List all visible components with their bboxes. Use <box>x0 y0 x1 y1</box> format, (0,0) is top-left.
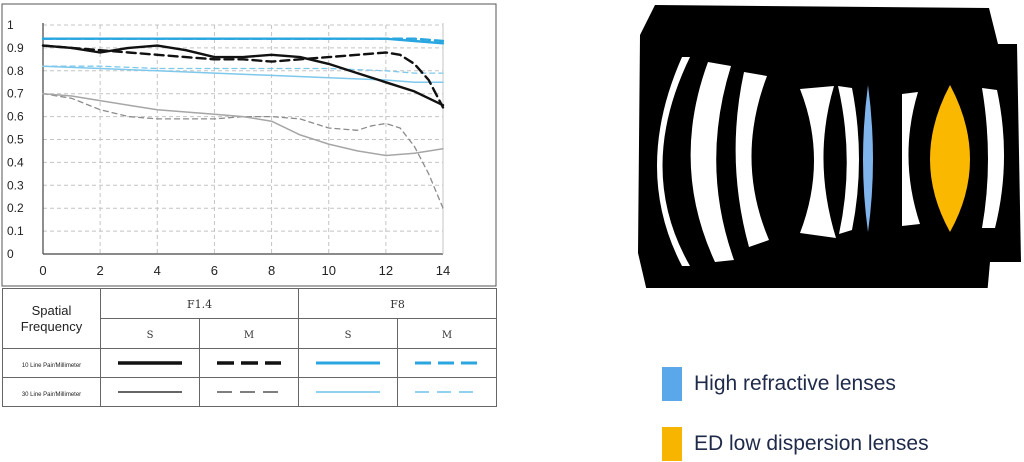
y-tick-label: 0.1 <box>7 224 24 238</box>
series-line-F8-30lp-m <box>42 65 444 74</box>
swatch-f8-30-s <box>316 391 381 393</box>
ed-label: ED low dispersion lenses <box>694 432 929 455</box>
high-refractive-swatch <box>662 367 682 401</box>
swatch-f8-30-m <box>415 391 480 393</box>
chart-axes <box>42 23 444 255</box>
spatial-frequency-label: Spatial Frequency <box>20 302 83 334</box>
swatch-f8-10-m <box>415 361 480 365</box>
series-line-F14-30lp-s <box>42 92 444 157</box>
mtf-legend-table: Spatial Frequency F1.4 F8 S M S M 10 Line… <box>2 288 498 407</box>
swatch-f14-30-m <box>217 391 281 393</box>
y-tick-label: 0.6 <box>7 110 24 124</box>
x-tick-label: 10 <box>321 263 335 278</box>
x-tick-label: 4 <box>154 263 161 278</box>
y-tick-label: 1 <box>7 18 14 32</box>
swatch-f14-10-s <box>118 361 182 365</box>
x-tick-label: 0 <box>39 263 46 278</box>
legend-ed: ED low dispersion lenses <box>662 427 929 461</box>
orientation-header: S <box>100 318 200 349</box>
chart-grid <box>43 24 444 254</box>
lens-diagram <box>638 5 1021 288</box>
orientation-header: S <box>298 318 399 349</box>
series-line-F14-10lp-s <box>41 44 445 107</box>
row-label: 30 Line Pair/Millimeter <box>21 392 82 398</box>
y-tick-label: 0 <box>7 247 14 261</box>
orientation-header: M <box>397 318 498 349</box>
lens-element-3 <box>735 72 769 247</box>
lens-high-refractive <box>863 85 873 232</box>
y-tick-label: 0.2 <box>7 201 24 215</box>
swatch-f8-10-s <box>316 361 381 365</box>
lens-ed-element <box>930 85 970 232</box>
lens-element-4 <box>800 86 836 238</box>
y-tick-label: 0.4 <box>7 155 24 169</box>
legend-row-10lp: 10 Line Pair/Millimeter <box>2 348 498 378</box>
x-tick-label: 6 <box>211 263 218 278</box>
aperture-label: F8 <box>390 297 405 311</box>
aperture-header-f14: F1.4 <box>99 288 300 319</box>
y-tick-label: 0.8 <box>7 64 24 78</box>
orientation-header: M <box>198 318 300 349</box>
swatch-f14-10-m <box>217 361 281 365</box>
series-line-F14-30lp-m <box>42 93 444 209</box>
high-refractive-label: High refractive lenses <box>694 372 896 395</box>
aperture-label: F1.4 <box>186 297 213 311</box>
x-tick-label: 12 <box>379 263 393 278</box>
lens-element-2 <box>690 62 734 262</box>
chart-tick-labels: 0 2 4 6 8 10 12 14 0 0.1 0.2 0.3 0.4 0.5 0.6 0.7 0.8 0.9 1 <box>7 18 450 278</box>
orientation-label: M <box>441 329 453 341</box>
spatial-frequency-header: Spatial Frequency <box>2 288 101 349</box>
chart-series <box>41 37 445 209</box>
x-tick-label: 14 <box>436 263 450 278</box>
y-tick-label: 0.7 <box>7 87 24 101</box>
mtf-chart: 0 2 4 6 8 10 12 14 0 0.1 0.2 0.3 0.4 0.5 0.6 0.7 0.8 0.9 1 <box>1 3 1021 288</box>
y-tick-label: 0.3 <box>7 178 24 192</box>
orientation-label: S <box>344 329 352 341</box>
row-label: 10 Line Pair/Millimeter <box>21 363 82 369</box>
lens-element-5 <box>838 86 859 234</box>
orientation-label: M <box>243 329 255 341</box>
y-tick-label: 0.5 <box>7 133 24 147</box>
orientation-label: S <box>146 329 154 341</box>
swatch-f14-30-s <box>118 391 182 393</box>
legend-high-refractive: High refractive lenses <box>662 367 896 401</box>
y-tick-label: 0.9 <box>7 41 24 55</box>
series-line-F8-10lp-s <box>41 37 445 45</box>
series-line-F8-30lp-s <box>42 65 444 84</box>
legend-row-30lp: 30 Line Pair/Millimeter <box>2 377 498 407</box>
series-line-F14-10lp-m <box>41 44 445 109</box>
chart-frame <box>1 3 497 287</box>
lens-element-6 <box>902 92 920 226</box>
lens-element-7 <box>982 88 1005 228</box>
aperture-header-f8: F8 <box>298 288 498 319</box>
ed-swatch <box>662 427 682 461</box>
x-tick-label: 2 <box>97 263 104 278</box>
lens-element-1 <box>657 57 690 266</box>
x-tick-label: 8 <box>268 263 275 278</box>
lens-barrel <box>638 5 1021 288</box>
